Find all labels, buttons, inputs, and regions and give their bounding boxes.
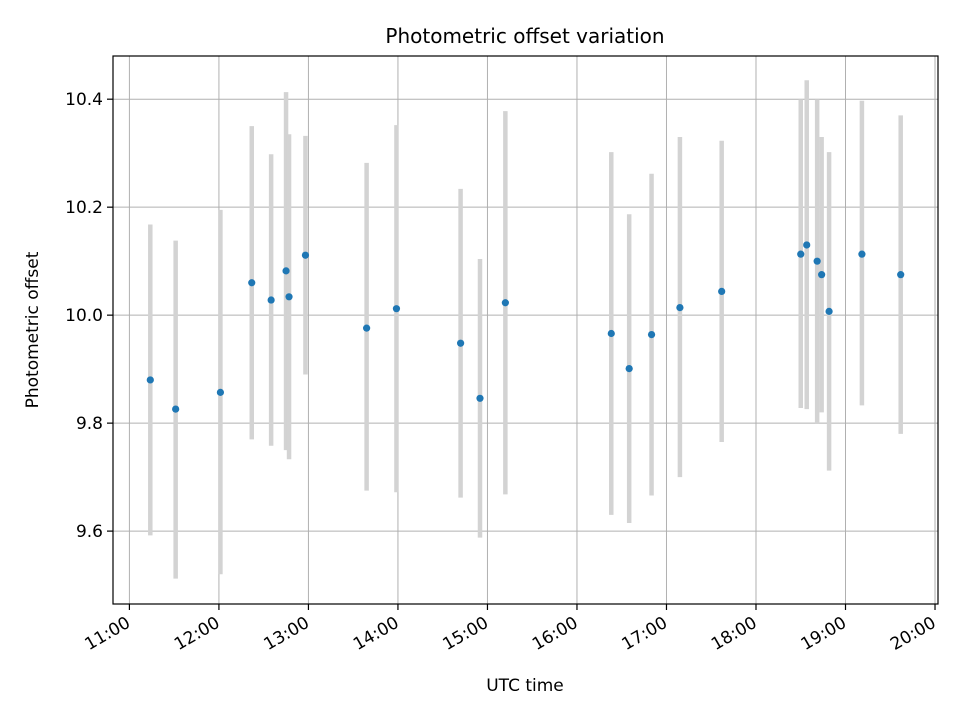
data-point xyxy=(282,267,290,275)
data-points xyxy=(146,241,905,413)
data-point xyxy=(146,376,154,384)
data-point xyxy=(897,271,905,279)
data-point xyxy=(625,365,633,373)
plot-frame xyxy=(112,55,939,605)
data-point xyxy=(267,296,275,304)
y-tick-label: 10.4 xyxy=(65,90,103,110)
data-point xyxy=(457,339,465,347)
y-tick-label: 10.0 xyxy=(65,306,103,326)
data-point xyxy=(818,271,826,279)
x-axis-title: UTC time xyxy=(486,676,564,696)
data-point xyxy=(676,303,684,312)
data-point xyxy=(285,293,293,301)
chart-title: Photometric offset variation xyxy=(385,24,664,48)
data-point xyxy=(607,329,615,338)
data-point xyxy=(501,299,509,307)
y-tick-label: 10.2 xyxy=(65,198,103,218)
data-point xyxy=(858,250,866,258)
data-point xyxy=(825,307,833,315)
y-axis-ticks: 9.6 9.8 10.0 10.2 10.4 xyxy=(65,90,113,542)
data-point xyxy=(647,330,656,339)
data-point xyxy=(216,388,225,396)
data-point xyxy=(363,324,371,332)
data-point xyxy=(301,251,310,259)
data-point xyxy=(813,257,821,265)
y-tick-label: 9.6 xyxy=(76,522,103,542)
data-point xyxy=(476,394,484,402)
data-point xyxy=(718,287,726,295)
y-tick-label: 9.8 xyxy=(76,414,103,434)
data-point xyxy=(797,250,805,258)
data-point xyxy=(248,279,256,287)
data-point xyxy=(172,405,180,413)
data-point xyxy=(803,241,811,249)
y-axis-title: Photometric offset xyxy=(23,251,43,408)
data-point xyxy=(392,305,401,313)
grid-lines xyxy=(113,56,938,604)
